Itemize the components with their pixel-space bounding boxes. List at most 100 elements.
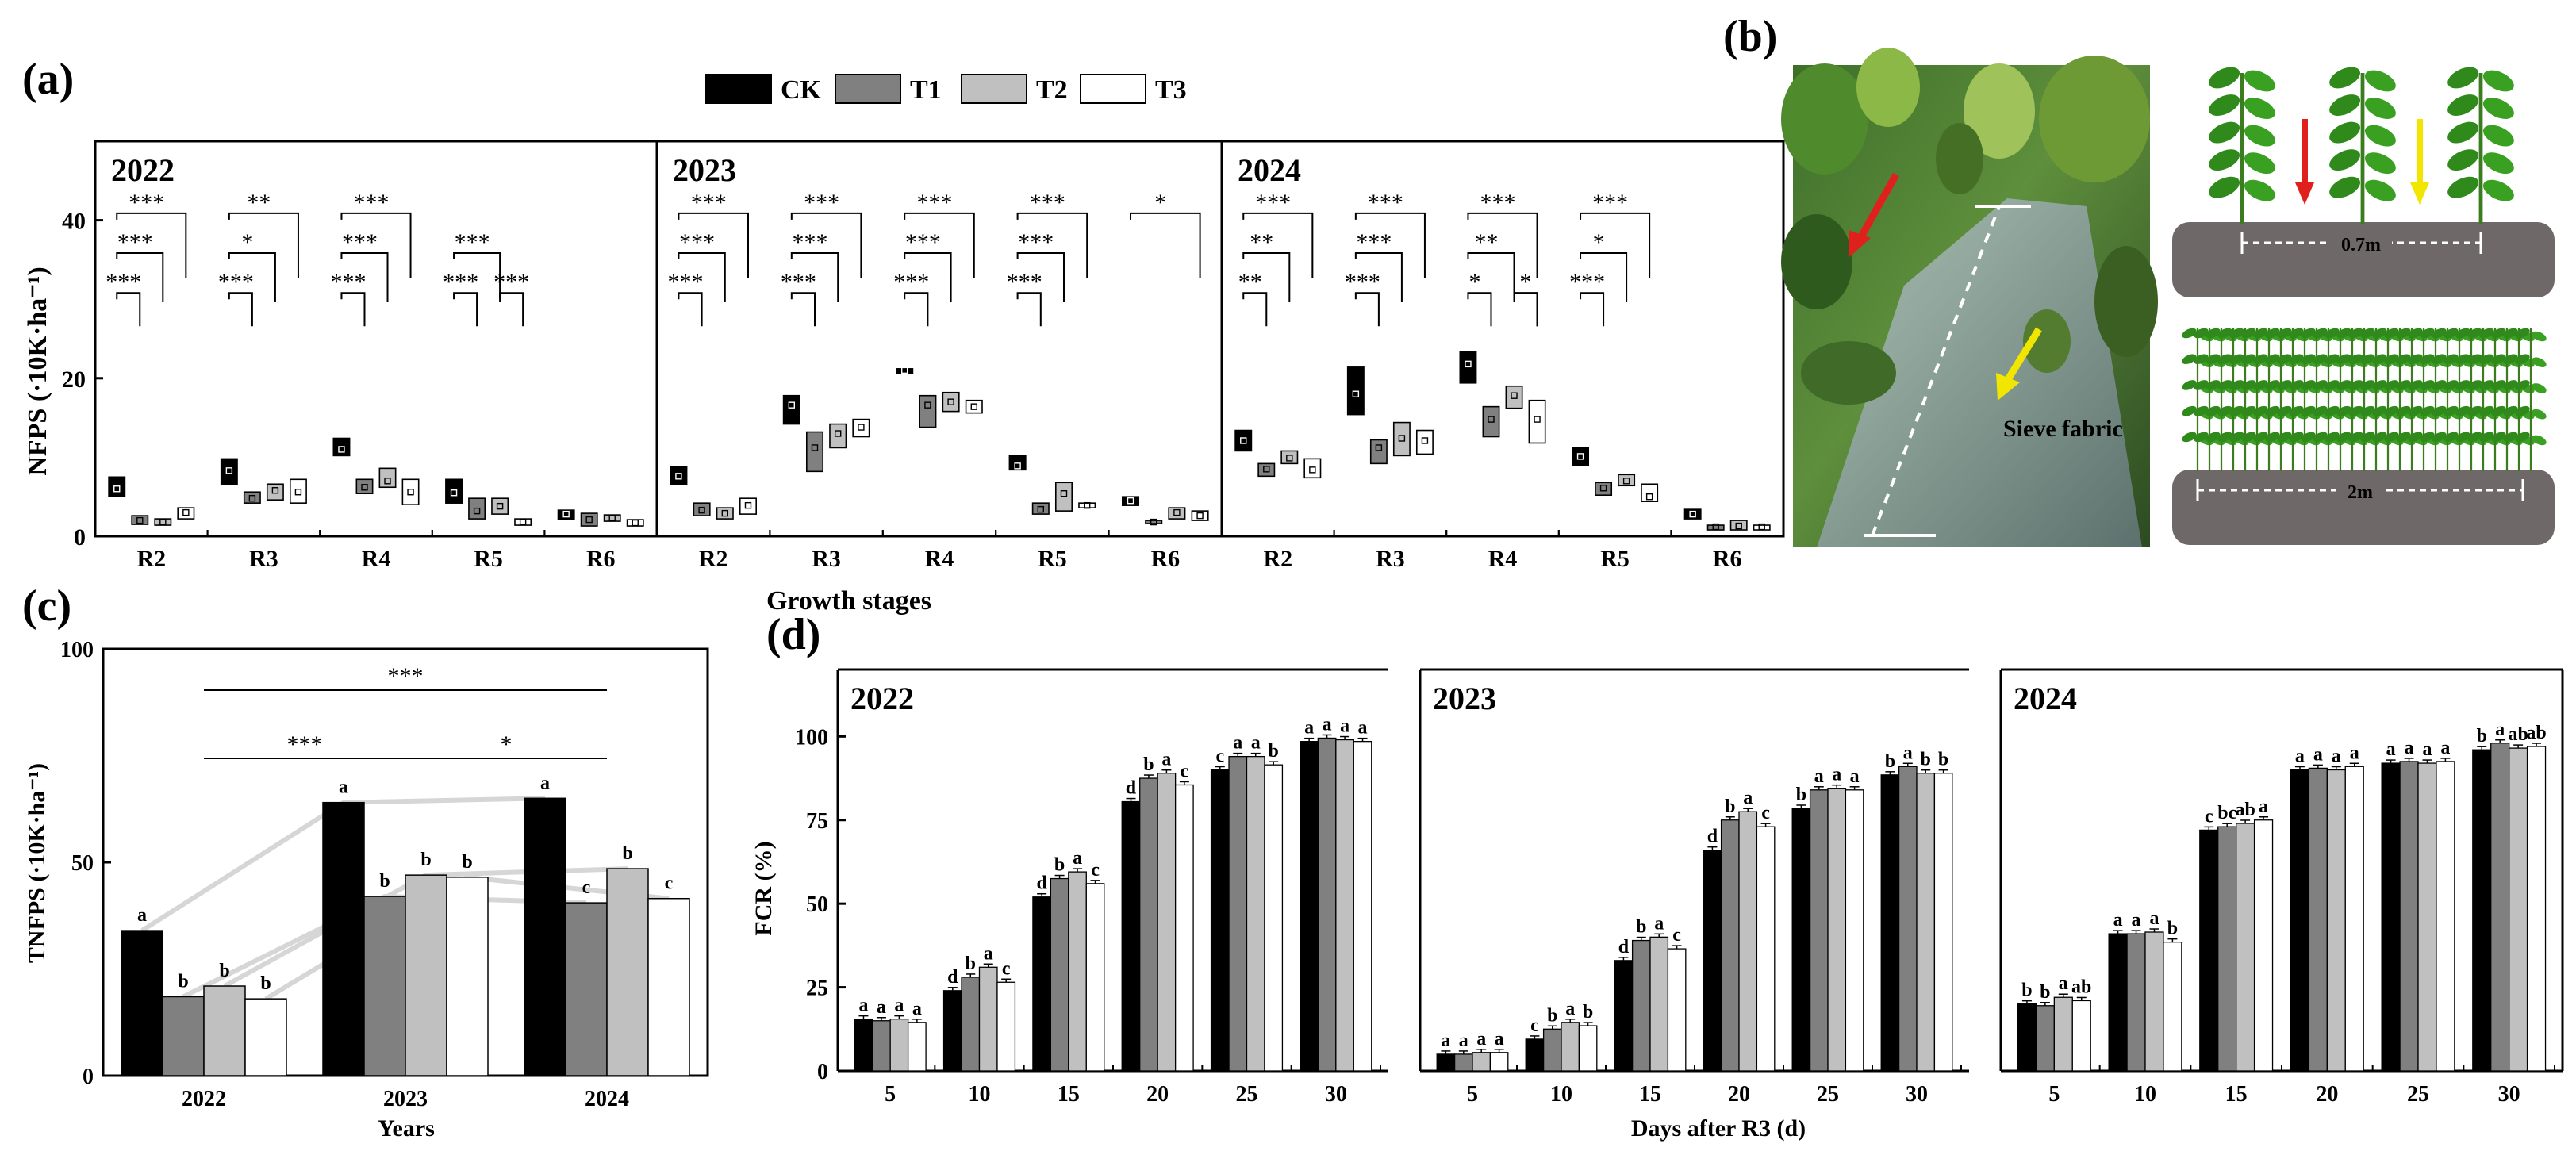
plant-leaf	[2503, 328, 2518, 339]
plant-leaf	[2289, 380, 2304, 390]
box-2023-R2-T1	[693, 502, 711, 516]
panel-a-ytick-label: 0	[74, 524, 86, 551]
box-2022-R5-T2	[491, 497, 509, 515]
sig-bracket	[678, 292, 703, 327]
box-mean-marker	[970, 403, 977, 410]
box-2023-R4-T1	[919, 394, 937, 428]
sig-bracket	[1580, 212, 1651, 278]
bar-letter: d	[1707, 827, 1718, 847]
bar-2024-30-33	[2526, 746, 2547, 1072]
bar-letter: ab	[2071, 977, 2091, 997]
bar-2022-15-33	[1085, 883, 1105, 1072]
plant-leaf	[2482, 152, 2514, 175]
bar-2023-T3	[446, 877, 489, 1076]
bar-2024-30-30	[2472, 749, 2492, 1072]
bar-2024-5-33	[2071, 1000, 2091, 1072]
box-2023-R5-T1	[1031, 502, 1050, 515]
bar-2022-10-33	[996, 981, 1016, 1072]
plant-leaf	[2447, 176, 2479, 198]
box-mean-marker	[1150, 518, 1157, 526]
legend-label-T1: T1	[910, 75, 942, 105]
plant-leaf	[2244, 125, 2275, 147]
box-mean-marker	[182, 508, 190, 516]
bar-letter: c	[1181, 761, 1189, 781]
bar-letter: b	[2021, 980, 2032, 1001]
bar-letter: d	[1126, 778, 1137, 799]
plant-leaf	[2206, 328, 2221, 339]
box-2023-R3-CK	[782, 394, 800, 425]
bar-2023-15-31	[1631, 939, 1651, 1072]
plant-leaf	[2364, 70, 2396, 92]
plant-leaf	[2301, 354, 2316, 365]
box-2024-R5-T1	[1595, 482, 1613, 497]
bar-2022-30-32	[1335, 739, 1354, 1072]
bar-2024-10-32	[2144, 931, 2164, 1072]
panel-c-category-label: 2022	[182, 1087, 226, 1111]
panel-d-ytick-label: 100	[795, 725, 828, 750]
sig-label: *	[1593, 229, 1605, 255]
sig-bracket	[1580, 252, 1628, 303]
box-mean-marker	[361, 484, 368, 491]
plant-leaf	[2329, 121, 2361, 144]
panel-a-stage-label: R4	[362, 546, 391, 572]
sig-label: ***	[342, 229, 378, 255]
sig-bracket	[453, 252, 501, 303]
panel-d-category-label: 20	[1728, 1082, 1750, 1107]
sig-bracket	[453, 292, 478, 327]
box-mean-marker	[834, 430, 842, 437]
plant-leaf	[2265, 328, 2280, 339]
red-arrow-icon	[1849, 172, 1899, 258]
sig-label: ***	[905, 229, 941, 255]
box-mean-marker	[1735, 522, 1742, 530]
plant-leaf	[2360, 432, 2375, 443]
plant-leaf	[2479, 354, 2494, 365]
bar-2023-20-33	[1756, 826, 1776, 1072]
bar-letter: a	[1814, 766, 1824, 787]
plant-leaf	[2467, 380, 2482, 390]
plant-leaf	[2447, 121, 2479, 144]
plant-leaf	[2348, 405, 2363, 416]
sig-bracket	[1016, 212, 1088, 278]
sig-bracket	[790, 252, 839, 303]
panel-d-category-label: 25	[1236, 1082, 1258, 1107]
plant-leaf	[2503, 354, 2518, 365]
sig-bracket	[340, 212, 412, 278]
bar-2024-20-30	[2290, 769, 2310, 1072]
panel-a-stage-label: R5	[1600, 546, 1630, 572]
panel-a-ytick-label: 40	[62, 209, 86, 235]
sig-bracket	[1513, 292, 1538, 327]
sieve-fabric-area	[1817, 198, 2142, 547]
legend-swatch-T1	[835, 74, 901, 104]
plant-leaf	[2325, 328, 2340, 339]
box-2022-R4-T3	[401, 478, 420, 505]
panel-d-xlabel: Days after R3 (d)	[1631, 1115, 1806, 1142]
panel-d-category-label: 10	[969, 1082, 991, 1107]
panel-d-category-label: 10	[1550, 1082, 1572, 1107]
plant-leaf	[2329, 94, 2361, 116]
plant-leaf	[2372, 354, 2387, 365]
plant-leaf	[2277, 405, 2292, 416]
panel-c-category-label: 2023	[383, 1087, 428, 1111]
panel-c-ytick-label: 100	[60, 638, 94, 662]
bar-2024-25-30	[2381, 762, 2401, 1072]
bar-letter: c	[1761, 803, 1770, 823]
plant-leaf	[2396, 405, 2411, 416]
panel-d-category-label: 20	[1146, 1082, 1169, 1107]
box-2024-R2-T2	[1280, 450, 1299, 465]
red-down-arrow-icon	[2295, 119, 2314, 205]
box-mean-marker	[1309, 466, 1316, 474]
plant-leaf	[2420, 380, 2435, 390]
plant-leaf	[2408, 380, 2423, 390]
box-mean-marker	[1263, 466, 1270, 473]
plant-leaf	[2289, 405, 2304, 416]
panel-a-stage-label: R4	[1488, 546, 1518, 572]
bar-letter: b	[1636, 917, 1646, 938]
panel-c-bar-chart: TNFPS (·10K·ha⁻¹) Years 0 50 100 2022 2023 20…	[24, 638, 709, 1142]
plant-leaf	[2209, 176, 2240, 198]
bar-letter: c	[1530, 1015, 1539, 1036]
box-2022-R6-T3	[626, 519, 644, 527]
plant-leaf	[2277, 380, 2292, 390]
plant-leaf	[2432, 354, 2447, 365]
sig-bracket	[1467, 212, 1538, 278]
sig-label: **	[1250, 229, 1273, 255]
